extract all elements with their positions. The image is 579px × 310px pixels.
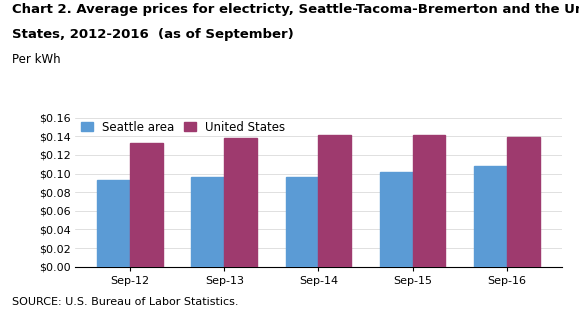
Bar [380,172,412,267]
Legend: Seattle area, United States: Seattle area, United States [81,121,285,134]
Text: States, 2012-2016  (as of September): States, 2012-2016 (as of September) [12,28,294,41]
Bar [192,177,225,267]
Bar [97,180,130,267]
Text: Per kWh: Per kWh [12,53,60,66]
Text: Chart 2. Average prices for electricty, Seattle-Tacoma-Bremerton and the United: Chart 2. Average prices for electricty, … [12,3,579,16]
Bar [507,137,540,267]
Text: SOURCE: U.S. Bureau of Labor Statistics.: SOURCE: U.S. Bureau of Labor Statistics. [12,297,238,307]
Bar [225,138,257,267]
Bar [474,166,507,267]
Bar [285,177,318,267]
Bar [412,135,445,267]
Bar [130,143,163,267]
Bar [318,135,351,267]
